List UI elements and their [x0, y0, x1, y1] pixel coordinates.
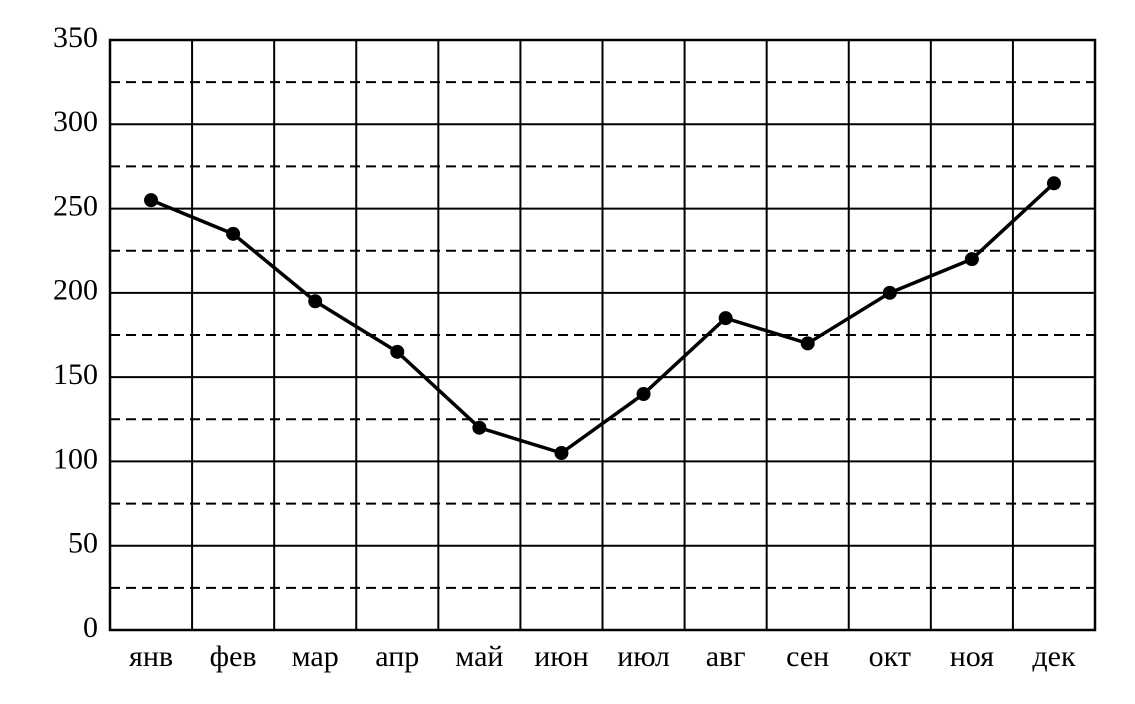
x-tick-label: окт	[869, 640, 911, 673]
x-tick-label: янв	[129, 640, 173, 673]
series-marker	[390, 345, 404, 359]
series-marker	[965, 252, 979, 266]
y-tick-label: 150	[53, 358, 98, 391]
x-tick-label: авг	[706, 640, 746, 673]
y-tick-label: 250	[53, 189, 98, 222]
y-tick-label: 300	[53, 105, 98, 138]
series-marker	[554, 446, 568, 460]
series-marker	[637, 387, 651, 401]
x-tick-label: фев	[210, 640, 257, 673]
x-tick-label: июл	[617, 640, 670, 673]
monthly-line-chart: 0 50 100 150 200 250 300 350 янв фев мар апр майиюни…	[20, 20, 1115, 684]
x-tick-label: июн	[534, 640, 589, 673]
series-marker	[801, 336, 815, 350]
series-marker	[883, 286, 897, 300]
series-marker	[1047, 176, 1061, 190]
y-tick-label: 350	[53, 21, 98, 54]
series-marker	[308, 294, 322, 308]
x-tick-label: сен	[786, 640, 829, 673]
x-tick-label: апр	[375, 640, 419, 673]
y-tick-label: 0	[83, 611, 98, 644]
x-tick-label: май	[455, 640, 503, 673]
x-tick-label: ноя	[950, 640, 994, 673]
series-marker	[226, 227, 240, 241]
series-marker	[719, 311, 733, 325]
x-tick-label: мар	[292, 640, 339, 673]
x-tick-label: дек	[1032, 640, 1076, 673]
y-tick-label: 100	[53, 442, 98, 475]
y-tick-label: 200	[53, 274, 98, 307]
series-marker	[472, 421, 486, 435]
y-tick-label: 50	[68, 527, 98, 560]
series-marker	[144, 193, 158, 207]
chart-svg: 0 50 100 150 200 250 300 350 янв фев мар апр майиюни…	[20, 20, 1115, 684]
